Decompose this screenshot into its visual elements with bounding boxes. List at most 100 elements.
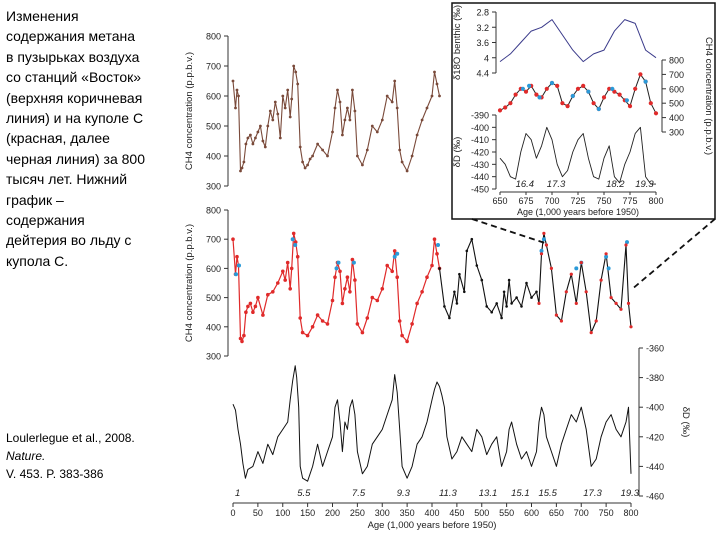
domec-red-data-point — [390, 269, 395, 274]
vostok-data-point — [259, 124, 262, 128]
age-x-tick-label: 650 — [549, 508, 564, 518]
vostok-data-point — [385, 94, 389, 98]
domec-black-data-point — [470, 237, 474, 241]
blue-data-point — [539, 248, 544, 253]
blue-data-point — [336, 260, 341, 265]
vostok-data-point — [298, 145, 302, 149]
inset-dd-y-tick-label: -430 — [471, 160, 489, 170]
blue-data-point — [625, 240, 629, 245]
inset-dd-y-tick-label: -400 — [471, 123, 489, 133]
domec-red-data-point — [360, 330, 365, 335]
domec-black-data-point — [438, 267, 441, 270]
vostok-data-point — [435, 82, 439, 86]
domec-red-data-point — [253, 304, 258, 309]
domec-red-tail-point — [537, 301, 541, 305]
vostok-data-point — [316, 142, 319, 146]
domec-dd-y-tick-label: -460 — [646, 492, 664, 502]
domec-red-data-point — [248, 301, 253, 306]
vostok-data-point — [306, 163, 309, 167]
domec-red-tail-point — [619, 307, 623, 311]
domec-red-tail-point — [564, 290, 568, 294]
vostok-data-point — [375, 130, 379, 134]
vostok-y-tick-label: 500 — [206, 122, 221, 132]
vostok-y-tick-label: 400 — [206, 152, 221, 162]
vostok-data-point — [288, 115, 292, 119]
domec-black-data-point — [490, 310, 494, 314]
inset-ch4-blue-point — [596, 106, 601, 112]
vostok-data-point — [348, 118, 352, 122]
inset-stage-label: 19.3 — [635, 179, 654, 190]
domec-black-series-line — [438, 232, 632, 334]
vostok-data-point — [351, 88, 354, 92]
inset-ch4-y-label: CH4 concentration (p.p.b.v.) — [703, 37, 714, 155]
domec-red-tail-point — [542, 231, 546, 235]
inset-x-tick-label: 650 — [492, 196, 507, 206]
inset-ch4-red-point — [575, 86, 581, 91]
vostok-data-point — [237, 94, 240, 98]
vostok-data-point — [276, 112, 280, 116]
inset-dd-y-tick-label: -420 — [471, 148, 489, 158]
vostok-y-tick-label: 700 — [206, 62, 221, 72]
domec-red-tail-point — [544, 243, 549, 247]
inset-ch4-red-point — [565, 104, 570, 109]
vostok-data-point — [321, 148, 324, 152]
vostok-data-point — [395, 106, 399, 110]
domec-red-data-point — [291, 231, 296, 236]
domec-black-data-point — [510, 302, 513, 305]
domec-red-tail-point — [624, 243, 628, 247]
vostok-data-point — [331, 130, 334, 134]
blue-data-point — [334, 266, 339, 271]
domec-dd-y-tick-label: -360 — [646, 344, 664, 354]
domec-black-data-point — [525, 281, 528, 285]
age-x-tick-label: 300 — [375, 508, 390, 518]
inset-ch4-y-tick-label: 800 — [669, 56, 684, 66]
inset-ch4-red-point — [544, 86, 549, 91]
caption: Изменения содержания метана в пузырьках … — [6, 6, 146, 271]
vostok-data-point — [308, 157, 312, 161]
inset-ch4-blue-point — [610, 86, 615, 91]
age-x-tick-label: 0 — [230, 508, 235, 518]
vostok-data-point — [326, 154, 329, 158]
domec-red-data-point — [350, 257, 355, 262]
domec-red-data-point — [365, 316, 370, 320]
domec-black-data-point — [502, 290, 506, 294]
domec-dd-y-tick-label: -420 — [646, 432, 664, 442]
age-x-tick-label: 550 — [499, 508, 514, 518]
domec-red-data-point — [392, 249, 397, 253]
domec-red-data-point — [276, 281, 280, 285]
domec-red-tail-point — [539, 252, 544, 256]
inset-ch4-red-point — [612, 89, 617, 94]
blue-data-point — [574, 266, 579, 271]
domec-black-data-point — [453, 290, 456, 294]
domec-black-data-point — [475, 264, 479, 267]
vostok-data-point — [343, 118, 347, 122]
inset-benthic-y-tick-label: 2.8 — [476, 8, 489, 18]
vostok-data-point — [263, 145, 267, 149]
domec-red-tail-point — [626, 301, 631, 305]
inset-dd-y-tick-label: -450 — [471, 185, 489, 195]
domec-red-tail-point — [589, 331, 593, 335]
inset-benthic-y-tick-label: 4.4 — [476, 69, 489, 79]
domec-red-tail-point — [579, 261, 583, 265]
benthic-series-line — [499, 19, 657, 63]
domec-black-data-point — [535, 290, 538, 294]
vostok-data-point — [234, 106, 237, 110]
domec-red-data-point — [415, 301, 419, 306]
vostok-data-point — [290, 97, 294, 101]
inset-stage-label: 17.3 — [547, 179, 566, 190]
inset-ch4-blue-point — [549, 80, 555, 86]
domec-red-data-point — [288, 287, 293, 291]
vostok-data-point — [430, 94, 434, 98]
domec-black-data-point — [448, 316, 451, 320]
domec-red-tail-point — [594, 319, 598, 323]
vostok-data-point — [393, 79, 397, 83]
vostok-data-point — [249, 133, 252, 137]
domec-dd-y-tick-label: -440 — [646, 462, 664, 472]
blue-data-point — [293, 243, 298, 247]
vostok-data-point — [390, 100, 394, 104]
domec-red-data-point — [338, 269, 342, 274]
domec-red-data-point — [315, 313, 320, 317]
domec-red-tail-point — [609, 296, 613, 300]
age-x-tick-label: 450 — [449, 508, 464, 518]
